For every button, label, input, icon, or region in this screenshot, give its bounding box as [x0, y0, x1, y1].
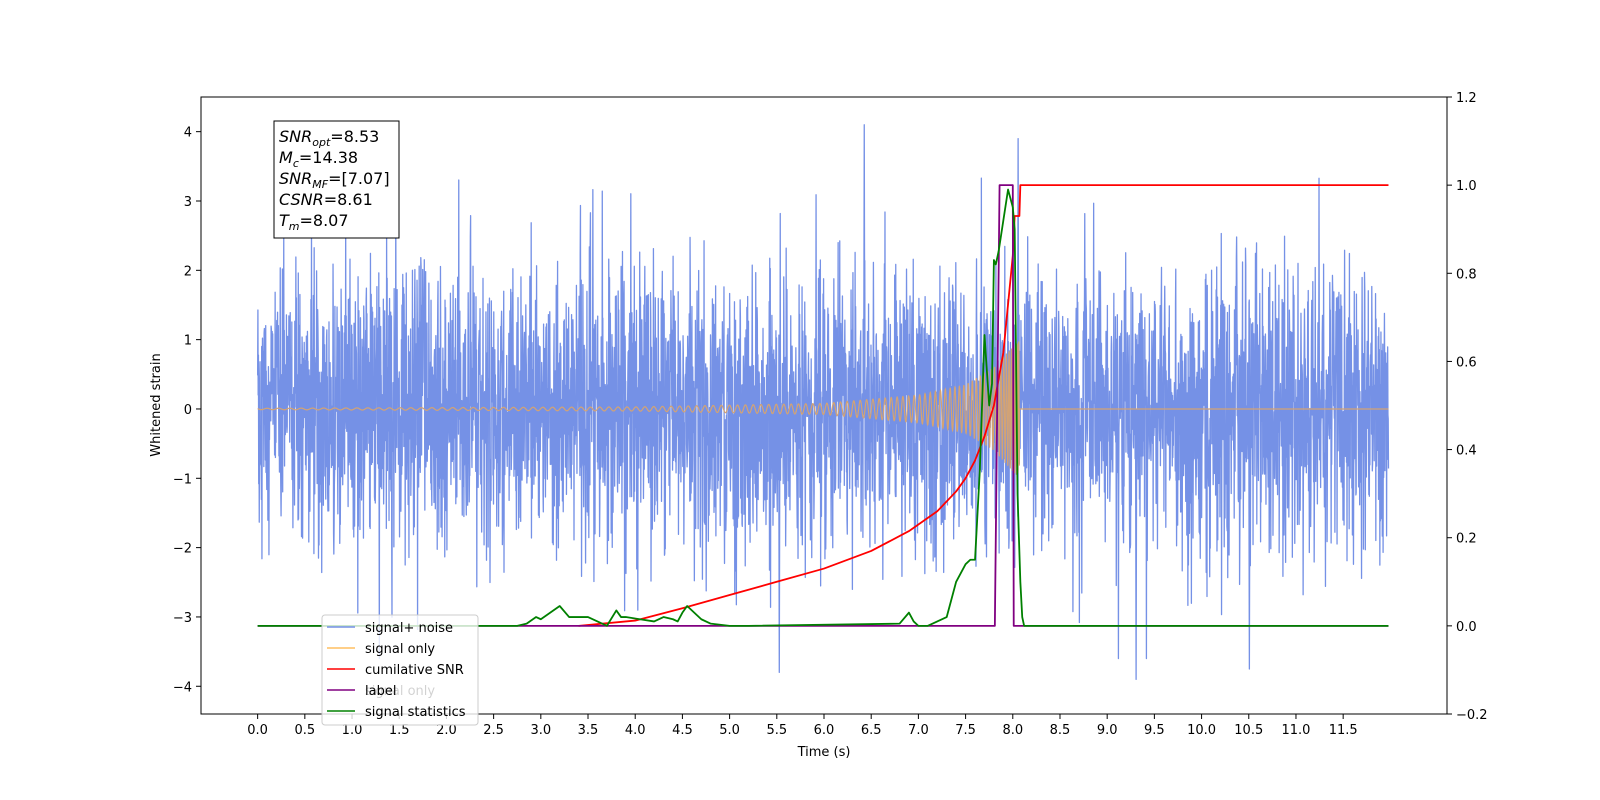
annotation-box-frame [273, 120, 400, 239]
annotation-symbol: CSNR [279, 190, 324, 209]
x-tick-label: 2.5 [483, 723, 504, 738]
x-tick-label: 7.0 [908, 723, 929, 738]
annotation-subscript: c [293, 157, 299, 170]
annotation-line: SNRopt=8.53 [279, 127, 379, 149]
x-tick-label: 6.0 [814, 723, 835, 738]
annotation-value: =14.38 [299, 148, 358, 167]
y-tick-label: −1 [173, 472, 192, 487]
x-axis-label: Time (s) [797, 745, 851, 760]
annotation-symbol: M [279, 148, 293, 167]
y-axis-label: Whitened strain [149, 353, 164, 456]
x-axis: 0.0 0.5 1.0 1.5 2.0 2.5 3.0 3.5 4.0 4.5 5.0 5.5 6.0 6… [247, 714, 1358, 738]
legend: signal+ noise signal only cumilative SNR la… [321, 614, 479, 726]
x-tick-label: 11.5 [1329, 723, 1358, 738]
x-tick-label: 4.0 [625, 723, 646, 738]
series-layer [256, 124, 1390, 680]
annotation-value: =8.61 [324, 190, 373, 209]
y2-tick-label: 0.0 [1456, 620, 1477, 635]
x-tick-label: 3.0 [530, 723, 551, 738]
stats-annotation-box: SNRopt=8.53Mc=14.38SNRMF=[7.07]CSNR=8.61… [273, 120, 400, 239]
series-signal-statistics [257, 188, 1389, 627]
legend-label: signal statistics [365, 705, 466, 720]
x-tick-label: 7.5 [955, 723, 976, 738]
x-tick-label: 11.0 [1281, 723, 1310, 738]
x-tick-label: 8.5 [1050, 723, 1071, 738]
x-tick-label: 5.0 [719, 723, 740, 738]
y-tick-label: 0 [184, 403, 192, 418]
x-tick-label: 5.5 [766, 723, 787, 738]
legend-frame [321, 614, 479, 726]
y2-tick-label: 0.8 [1456, 267, 1477, 282]
series-signal-only [257, 341, 1389, 475]
x-tick-label: 1.5 [389, 723, 410, 738]
x-tick-label: 1.0 [342, 723, 363, 738]
y2-tick-label: 1.0 [1456, 179, 1477, 194]
series-label [257, 184, 1389, 627]
y2-tick-label: 0.6 [1456, 355, 1477, 370]
legend-label: cumilative SNR [365, 663, 464, 678]
y2-tick-label: 0.4 [1456, 444, 1477, 459]
y-tick-label: −4 [173, 680, 192, 695]
x-tick-label: 3.5 [578, 723, 599, 738]
x-tick-label: 9.0 [1097, 723, 1118, 738]
legend-ghost-text: signal statistics [365, 705, 466, 720]
legend-label: label [365, 684, 396, 699]
annotation-line: Mc=14.38 [279, 148, 358, 170]
x-tick-label: 8.0 [1002, 723, 1023, 738]
legend-label: signal+ noise [365, 621, 453, 636]
annotation-symbol: T [279, 211, 290, 230]
annotation-symbol: SNR [279, 127, 312, 146]
y-axis-left: −4 −3 −2 −1 0 1 2 3 4 [173, 126, 201, 695]
legend-ghost-text: signal only [365, 684, 435, 699]
x-tick-label: 4.5 [672, 723, 693, 738]
annotation-value: =[7.07] [328, 169, 390, 188]
legend-label: signal only [365, 642, 435, 657]
x-tick-label: 10.0 [1187, 723, 1216, 738]
y2-tick-label: −0.2 [1456, 708, 1488, 723]
annotation-line: Tm=8.07 [279, 211, 349, 233]
x-tick-label: 9.5 [1144, 723, 1165, 738]
y-tick-label: 2 [184, 264, 192, 279]
series-signal-plus-noise [256, 124, 1390, 680]
annotation-subscript: opt [312, 136, 331, 149]
x-tick-label: 0.0 [247, 723, 268, 738]
x-tick-label: 6.5 [861, 723, 882, 738]
y2-tick-label: 1.2 [1456, 91, 1477, 106]
annotation-symbol: SNR [279, 169, 312, 188]
annotation-line: SNRMF=[7.07] [279, 169, 390, 191]
x-tick-label: 10.5 [1234, 723, 1263, 738]
x-tick-label: 0.5 [294, 723, 315, 738]
annotation-value: =8.53 [330, 127, 379, 146]
x-tick-label: 2.0 [436, 723, 457, 738]
annotation-value: =8.07 [300, 211, 349, 230]
annotation-subscript: m [289, 220, 300, 233]
y2-tick-label: 0.2 [1456, 532, 1477, 547]
y-tick-label: 4 [184, 126, 192, 141]
y-tick-label: 1 [184, 334, 192, 349]
y-axis-right: −0.2 0.0 0.2 0.4 0.6 0.8 1.0 1.2 [1447, 91, 1488, 723]
y-tick-label: −2 [173, 542, 192, 557]
y-tick-label: −3 [173, 611, 192, 626]
y-tick-label: 3 [184, 195, 192, 210]
annotation-subscript: MF [312, 178, 328, 191]
annotation-line: CSNR=8.61 [279, 190, 373, 209]
